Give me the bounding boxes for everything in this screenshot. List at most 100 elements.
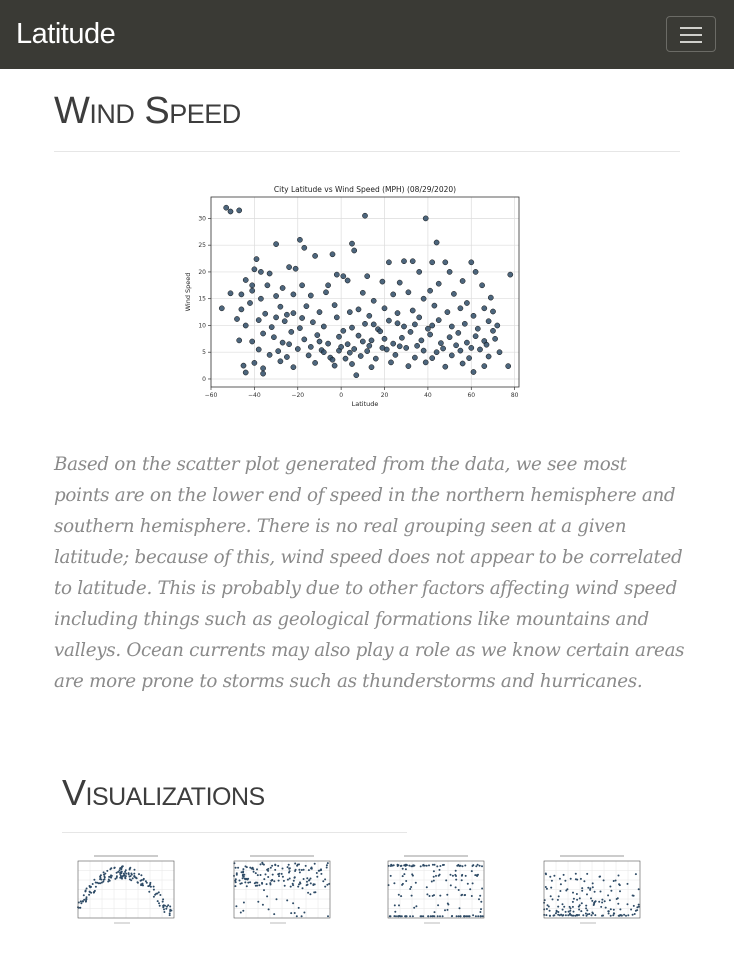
thumbnail-point — [234, 879, 237, 882]
scatter-point — [368, 364, 375, 371]
scatter-point — [429, 322, 436, 329]
scatter-point — [396, 279, 403, 286]
scatter-point — [266, 270, 273, 277]
thumbnail-point — [591, 899, 594, 902]
scatter-point — [494, 322, 501, 329]
thumbnail-point — [454, 869, 457, 872]
thumbnail-point — [572, 891, 574, 894]
scatter-point — [381, 335, 388, 342]
thumbnail-point — [592, 904, 595, 906]
thumbnail-point — [403, 873, 406, 876]
thumbnail-point — [128, 878, 131, 881]
thumbnail-point — [281, 875, 284, 878]
scatter-point — [242, 369, 249, 376]
scatter-point — [290, 364, 297, 371]
thumbnail-point — [454, 886, 457, 889]
thumbnail-humidity[interactable] — [222, 852, 334, 927]
x-tick-label: −40 — [248, 392, 261, 399]
thumbnail-point — [394, 910, 397, 913]
thumbnail-point — [479, 894, 482, 897]
thumbnail-point — [405, 915, 408, 918]
thumbnail-point — [393, 882, 396, 885]
thumbnail-point — [121, 877, 123, 880]
thumbnail-point — [607, 912, 610, 915]
thumbnail-point — [249, 866, 252, 869]
scatter-point — [416, 269, 423, 275]
scatter-point — [242, 322, 249, 329]
x-tick-label: −60 — [205, 392, 218, 399]
thumbnail-point — [128, 875, 131, 878]
thumbnail-wind-speed[interactable] — [532, 852, 644, 927]
scatter-point — [238, 306, 245, 313]
hamburger-icon-line — [680, 41, 702, 43]
scatter-point — [223, 204, 230, 211]
thumbnail-point — [562, 873, 565, 876]
thumbnail-point — [327, 915, 329, 918]
thumbnail-point — [306, 877, 309, 880]
thumbnail-frame — [233, 860, 331, 919]
thumbnail-point — [476, 863, 479, 866]
thumbnail-point — [119, 876, 122, 879]
thumbnail-point — [290, 912, 293, 915]
thumbnail-point — [551, 898, 554, 901]
thumbnail-point — [235, 873, 238, 876]
thumbnail-point — [256, 868, 258, 871]
scatter-point — [370, 297, 377, 304]
scatter-point — [279, 339, 286, 346]
thumbnail-point — [410, 894, 413, 897]
thumbnail-point — [587, 886, 590, 889]
thumbnail-point — [80, 902, 83, 905]
thumbnail-point — [300, 915, 303, 918]
thumbnail-point — [263, 878, 266, 881]
thumbnail-point — [570, 914, 573, 917]
scatter-point — [457, 347, 464, 354]
scatter-point — [299, 315, 305, 321]
thumbnail-point — [393, 915, 396, 918]
scatter-point — [299, 282, 305, 289]
scatter-point — [386, 259, 392, 266]
thumbnail-point — [474, 915, 477, 918]
thumbnail-point — [109, 875, 111, 878]
thumbnail-point — [433, 863, 436, 866]
scatter-point — [346, 349, 353, 356]
x-tick-label: 40 — [424, 392, 432, 399]
thumbnail-point — [578, 908, 581, 911]
thumbnail-point — [307, 869, 310, 872]
thumbnail-point — [120, 870, 123, 873]
scatter-point — [438, 340, 444, 346]
chart-title: City Latitude vs Wind Speed (MPH) (08/29… — [274, 185, 456, 194]
thumbnail-point — [271, 879, 274, 882]
thumbnail-point — [480, 908, 482, 911]
thumbnail-point — [459, 915, 462, 918]
thumbnail-point — [99, 882, 102, 885]
thumbnail-point — [298, 863, 300, 866]
thumbnail-point — [457, 915, 460, 918]
scatter-point — [333, 271, 340, 278]
y-tick-label: 0 — [202, 376, 206, 383]
thumbnail-max-temp[interactable] — [66, 852, 178, 927]
thumbnail-point — [247, 881, 250, 884]
thumbnail-point — [569, 877, 572, 880]
thumbnail-point — [100, 881, 103, 884]
thumbnail-point — [586, 913, 589, 916]
thumbnail-point — [584, 912, 587, 915]
thumbnail-point — [571, 900, 574, 903]
thumbnail-point — [558, 877, 561, 880]
scatter-point — [477, 346, 483, 353]
navbar-brand[interactable]: Latitude — [16, 18, 116, 50]
thumbnail-point — [572, 910, 575, 913]
thumbnail-point — [123, 874, 126, 876]
thumbnail-point — [544, 886, 547, 888]
thumbnail-point — [466, 915, 469, 918]
thumbnail-point — [445, 879, 448, 882]
thumbnail-point — [410, 865, 413, 868]
thumbnail-point — [142, 884, 144, 887]
scatter-point — [292, 265, 299, 272]
thumbnail-point — [430, 880, 433, 883]
thumbnail-point — [619, 908, 622, 911]
thumbnail-point — [480, 900, 483, 903]
thumbnail-cloudiness[interactable] — [376, 852, 488, 927]
scatter-point — [422, 215, 429, 222]
navbar-toggler-button[interactable] — [666, 16, 716, 52]
thumbnail-point — [234, 866, 237, 869]
